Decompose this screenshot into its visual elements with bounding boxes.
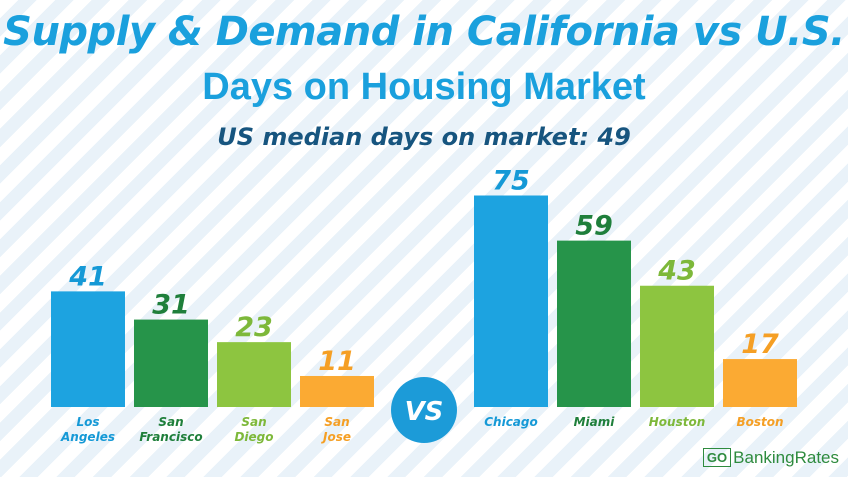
vs-label: VS [405, 397, 444, 427]
value-label-miami: 59 [575, 211, 613, 242]
category-label-boston: Boston [736, 415, 783, 429]
us-median-note: US median days on market: 49 [217, 123, 631, 151]
vs-badge [391, 377, 457, 443]
chart-title: Supply & Demand in California vs U.S. [3, 9, 845, 55]
bar-boston [723, 359, 797, 407]
logo-wordmark: BankingRates [733, 447, 839, 467]
logo-go-mark: GO [702, 448, 732, 467]
value-label-san-diego: 23 [235, 312, 273, 343]
category-label-line: Chicago [484, 415, 538, 429]
value-label-san-francisco: 31 [152, 290, 190, 321]
category-label-line: Francisco [139, 430, 202, 444]
bar-houston [640, 285, 714, 407]
bar-miami [557, 240, 631, 407]
value-label-houston: 43 [657, 256, 696, 287]
value-label-los-angeles: 41 [68, 261, 107, 292]
category-label-san-jose: San Jose [321, 415, 351, 444]
category-label-line: Houston [649, 415, 706, 429]
gobankingrates-logo: GO BankingRates [702, 447, 839, 468]
bar-san-diego [217, 342, 291, 407]
category-label-miami: Miami [574, 415, 616, 429]
category-label-line: Jose [321, 430, 351, 444]
category-label-line: San [241, 415, 266, 429]
category-label-san-francisco: San Francisco [139, 415, 202, 444]
category-label-line: Miami [574, 415, 616, 429]
category-label-line: Diego [234, 430, 273, 444]
category-label-san-diego: San Diego [234, 415, 273, 444]
category-label-houston: Houston [649, 415, 706, 429]
category-label-chicago: Chicago [484, 415, 538, 429]
value-label-boston: 17 [741, 329, 779, 360]
category-label-line: Los [76, 415, 99, 429]
bar-san-jose [300, 375, 374, 407]
bar-san-francisco [134, 319, 208, 407]
value-label-chicago: 75 [492, 166, 530, 197]
category-label-line: San [158, 415, 183, 429]
bar-chicago [474, 195, 548, 407]
category-label-line: Boston [736, 415, 783, 429]
value-label-san-jose: 11 [318, 346, 356, 377]
category-label-line: San [324, 415, 349, 429]
category-label-line: Angeles [60, 430, 115, 444]
category-label-los-angeles: Los Angeles [60, 415, 115, 444]
bar-los-angeles [51, 291, 125, 407]
chart-subtitle: Days on Housing Market [202, 66, 646, 108]
